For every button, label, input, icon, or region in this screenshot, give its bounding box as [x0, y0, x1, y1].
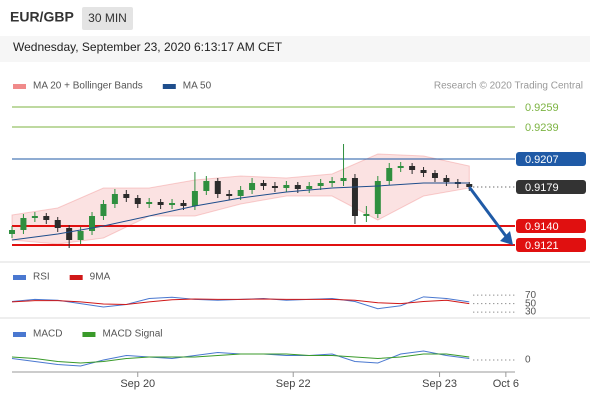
y-tick-label: 30 — [525, 307, 537, 318]
projection-arrowhead — [500, 231, 513, 245]
candle-body — [111, 194, 118, 204]
candle-body — [146, 202, 153, 204]
candle-body — [397, 166, 404, 168]
y-tick-label: 0 — [525, 355, 531, 366]
line-series — [11, 353, 470, 364]
candle-body — [66, 228, 73, 240]
level-label-box — [516, 238, 586, 252]
symbol: EUR/GBP — [10, 9, 74, 25]
candle-body — [409, 166, 416, 170]
candle-body — [20, 218, 27, 230]
candle-body — [443, 178, 450, 182]
level-label-box — [516, 219, 586, 233]
candle-body — [294, 185, 301, 189]
timestamp: Wednesday, September 23, 2020 6:13:17 AM… — [13, 40, 283, 54]
candle-body — [100, 204, 107, 216]
candle-body — [431, 173, 438, 178]
level-label: 0.9140 — [525, 221, 559, 233]
candle-body — [237, 190, 244, 196]
candle-body — [89, 216, 96, 231]
y-tick-label: 70 — [525, 290, 537, 301]
level-label: 0.9259 — [525, 102, 559, 114]
level-label: 0.9207 — [525, 154, 559, 166]
candle-body — [54, 220, 61, 228]
x-tick-label: Sep 23 — [422, 378, 457, 390]
line-series — [11, 182, 470, 241]
legend-swatch — [13, 84, 26, 89]
candle-body — [306, 186, 313, 189]
line-series — [11, 298, 470, 305]
candle-body — [157, 202, 164, 205]
candle-body — [329, 181, 336, 183]
legend-label: 9MA — [90, 272, 111, 283]
candle-body — [43, 216, 50, 220]
level-label: 0.9179 — [525, 182, 559, 194]
candle-body — [123, 194, 130, 198]
x-tick-label: Oct 6 — [493, 378, 519, 390]
candle-body — [386, 168, 393, 181]
candle-body — [340, 178, 347, 181]
legend-swatch — [82, 332, 96, 337]
legend-swatch — [13, 332, 26, 337]
candle-body — [31, 216, 38, 218]
candle-body — [169, 203, 176, 205]
candle-body — [271, 186, 278, 188]
level-label-box — [516, 152, 586, 166]
candle-body — [191, 191, 198, 206]
timestamp-bar — [0, 36, 590, 62]
legend-swatch — [69, 275, 83, 280]
candle-body — [260, 183, 267, 186]
y-tick-label: 50 — [525, 298, 537, 309]
interval-badge[interactable] — [82, 7, 133, 30]
x-tick-label: Sep 22 — [276, 378, 311, 390]
candle-body — [77, 231, 84, 240]
level-label: 0.9121 — [525, 240, 559, 252]
candle-body — [317, 183, 324, 186]
candle-body — [374, 181, 381, 214]
credit: Research © 2020 Trading Central — [434, 81, 583, 92]
legend-label: MA 50 — [183, 81, 212, 92]
level-label: 0.9239 — [525, 122, 559, 134]
candle-body — [214, 181, 221, 194]
legend-swatch — [13, 275, 26, 280]
legend-swatch — [162, 84, 176, 89]
candle-body — [180, 203, 187, 206]
legend-label: MACD Signal — [102, 329, 162, 340]
interval[interactable]: 30 MIN — [88, 11, 127, 25]
candle-body — [283, 185, 290, 188]
candle-body — [420, 170, 427, 173]
legend-label: RSI — [33, 272, 50, 283]
candle-body — [203, 181, 210, 191]
candle-body — [466, 184, 473, 187]
level-label-box — [516, 180, 586, 194]
projection-arrow — [468, 186, 510, 240]
candle-body — [9, 230, 15, 234]
legend-label: MACD — [33, 329, 62, 340]
x-tick-label: Sep 20 — [120, 378, 155, 390]
candle-body — [226, 194, 233, 196]
candle-body — [351, 178, 358, 216]
candle-body — [363, 214, 370, 216]
candle-body — [134, 198, 141, 204]
candle-body — [249, 183, 256, 190]
legend-label: MA 20 + Bollinger Bands — [33, 81, 143, 92]
